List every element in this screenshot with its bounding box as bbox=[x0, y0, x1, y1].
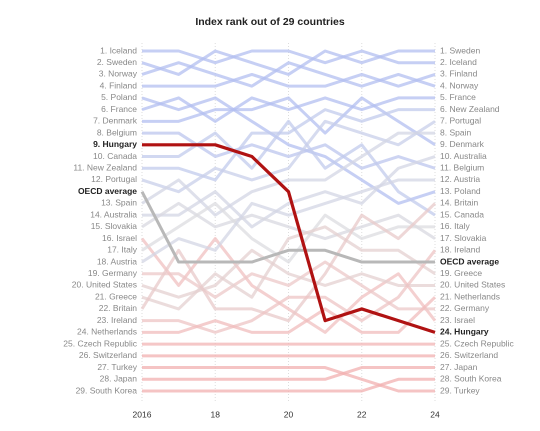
right-label: 10. Australia bbox=[440, 151, 487, 161]
left-label: 14. Australia bbox=[90, 209, 137, 219]
right-label: 16. Italy bbox=[440, 221, 471, 231]
left-label: 29. South Korea bbox=[76, 385, 138, 395]
right-label: 5. France bbox=[440, 92, 476, 102]
right-label: 7. Portugal bbox=[440, 116, 481, 126]
right-label: 24. Hungary bbox=[440, 327, 489, 337]
rank-line bbox=[142, 49, 435, 65]
rank-line bbox=[142, 366, 435, 381]
left-label: 12. Portugal bbox=[91, 174, 137, 184]
x-tick-label: 20 bbox=[284, 409, 294, 419]
left-label: OECD average bbox=[78, 186, 137, 196]
left-label: 20. United States bbox=[72, 280, 137, 290]
rank-line bbox=[142, 260, 435, 311]
right-label: 26. Switzerland bbox=[440, 350, 498, 360]
left-label: 24. Netherlands bbox=[77, 327, 137, 337]
x-tick-label: 18 bbox=[211, 409, 221, 419]
right-label: 11. Belgium bbox=[440, 162, 484, 172]
x-tick-label: 22 bbox=[357, 409, 367, 419]
rank-line bbox=[142, 155, 436, 229]
left-label: 11. New Zealand bbox=[73, 162, 137, 172]
rank-line bbox=[142, 72, 436, 88]
right-label: 19. Greece bbox=[440, 268, 482, 278]
right-label: 27. Japan bbox=[440, 362, 478, 372]
right-label: 17. Slovakia bbox=[440, 233, 487, 243]
left-label: 25. Czech Republic bbox=[63, 338, 137, 348]
right-label: 1. Sweden bbox=[440, 45, 480, 55]
rank-line bbox=[141, 178, 435, 264]
left-label: 21. Greece bbox=[95, 291, 137, 301]
rank-line bbox=[142, 143, 436, 334]
rank-line bbox=[142, 249, 437, 334]
rank-line bbox=[142, 119, 436, 217]
left-label: 23. Ireland bbox=[97, 315, 137, 325]
rank-line bbox=[140, 190, 435, 264]
right-label: OECD average bbox=[440, 256, 499, 266]
chart-title: Index rank out of 29 countries bbox=[195, 16, 345, 28]
rank-line bbox=[141, 201, 436, 241]
right-label: 13. Poland bbox=[440, 186, 481, 196]
right-label: 29. Turkey bbox=[440, 385, 480, 395]
right-label: 14. Britain bbox=[440, 198, 479, 208]
left-label: 8. Belgium bbox=[97, 127, 137, 137]
left-label: 7. Denmark bbox=[93, 116, 138, 126]
x-tick-label: 24 bbox=[430, 409, 440, 419]
x-tick-label: 2016 bbox=[133, 409, 152, 419]
left-label: 9. Hungary bbox=[93, 139, 137, 149]
left-label: 4. Finland bbox=[100, 80, 138, 90]
right-label: 25. Czech Republic bbox=[440, 338, 514, 348]
left-label: 16. Israel bbox=[102, 233, 137, 243]
right-label: 4. Norway bbox=[440, 80, 479, 90]
right-label: 6. New Zealand bbox=[440, 104, 500, 114]
left-label: 22. Britain bbox=[99, 303, 138, 313]
right-label: 15. Canada bbox=[440, 209, 484, 219]
left-label: 5. Poland bbox=[101, 92, 137, 102]
left-label: 10. Canada bbox=[93, 151, 137, 161]
right-label: 23. Israel bbox=[440, 315, 475, 325]
left-label: 18. Austria bbox=[97, 256, 137, 266]
right-label: 2. Iceland bbox=[440, 57, 477, 67]
right-label: 20. United States bbox=[440, 280, 505, 290]
right-label: 3. Finland bbox=[440, 69, 478, 79]
right-label: 8. Spain bbox=[440, 127, 471, 137]
right-label: 21. Netherlands bbox=[440, 291, 500, 301]
left-label: 28. Japan bbox=[100, 374, 138, 384]
left-label: 27. Turkey bbox=[97, 362, 137, 372]
right-label: 28. South Korea bbox=[440, 374, 502, 384]
right-label: 22. Germany bbox=[440, 303, 490, 313]
left-label: 17. Italy bbox=[107, 245, 138, 255]
left-label: 19. Germany bbox=[88, 268, 138, 278]
rank-line bbox=[142, 296, 437, 334]
rank-line bbox=[142, 108, 435, 182]
rank-line bbox=[141, 96, 435, 123]
rank-line bbox=[140, 202, 437, 323]
rank-line bbox=[141, 225, 436, 311]
left-label: 15. Slovakia bbox=[91, 221, 138, 231]
rank-line bbox=[141, 61, 436, 88]
left-label: 1. Iceland bbox=[100, 45, 137, 55]
rank-line bbox=[142, 131, 436, 170]
right-label: 9. Denmark bbox=[440, 139, 485, 149]
rank-line bbox=[141, 248, 435, 299]
rank-line bbox=[142, 377, 435, 393]
left-label: 26. Switzerland bbox=[79, 350, 137, 360]
left-label: 13. Spain bbox=[101, 198, 137, 208]
right-label: 18. Ireland bbox=[440, 245, 480, 255]
rank-line bbox=[141, 131, 435, 217]
right-label: 12. Austria bbox=[440, 174, 480, 184]
left-label: 3. Norway bbox=[99, 69, 138, 79]
left-label: 2. Sweden bbox=[97, 57, 137, 67]
left-label: 6. France bbox=[101, 104, 137, 114]
rank-line bbox=[142, 366, 435, 393]
